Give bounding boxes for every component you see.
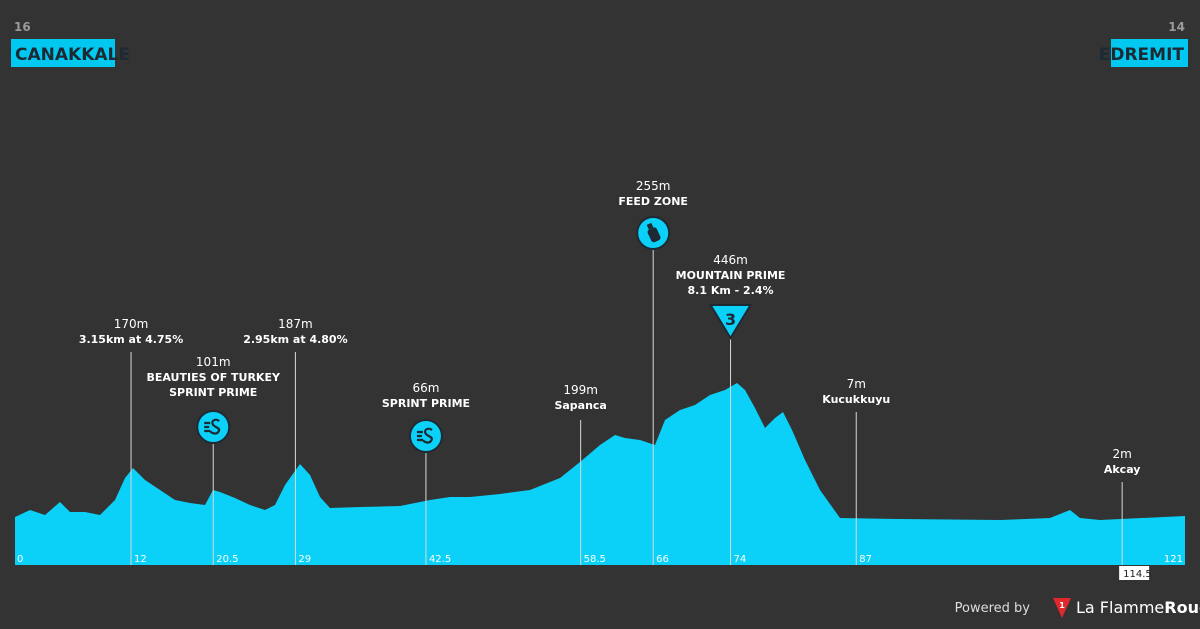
- brand-a: La Flamme: [1076, 598, 1164, 617]
- sprint-glyph: [204, 418, 221, 435]
- km-label: 58.5: [584, 554, 606, 565]
- logo-mark: [1053, 598, 1071, 618]
- marker-altitude: 446m: [713, 253, 748, 267]
- marker-altitude: 255m: [636, 179, 671, 193]
- marker-label: SPRINT PRIME: [382, 397, 470, 410]
- marker-altitude: 170m: [114, 317, 149, 331]
- finish-name: EDREMIT: [1099, 45, 1185, 65]
- bottle-cap: [646, 222, 654, 230]
- km-end: 121: [1164, 554, 1183, 565]
- km-box: [1119, 566, 1150, 580]
- marker-icon: [708, 304, 753, 340]
- marker-altitude: 2m: [1112, 447, 1131, 461]
- powered-by: Powered by: [955, 601, 1031, 616]
- sprint-glyph: [416, 427, 433, 444]
- start-number: 16: [14, 20, 31, 34]
- km-label: 42.5: [429, 554, 451, 565]
- marker-label: Akcay: [1104, 463, 1141, 476]
- elevation-profile: [15, 383, 1185, 565]
- marker-altitude: 7m: [847, 377, 866, 391]
- marker-label: BEAUTIES OF TURKEY: [146, 371, 281, 384]
- brand: La FlammeRouge: [1076, 598, 1200, 617]
- marker-label: MOUNTAIN PRIME: [676, 269, 786, 282]
- km-label: 74: [734, 554, 747, 565]
- finish-number: 14: [1168, 20, 1185, 34]
- marker-altitude: 101m: [196, 355, 231, 369]
- km-label: 87: [859, 554, 872, 565]
- brand-b: Rouge: [1164, 598, 1200, 617]
- marker-label: Sapanca: [554, 399, 606, 412]
- km-start: 0: [17, 554, 23, 565]
- marker-altitude: 187m: [278, 317, 313, 331]
- start-name: CANAKKALE: [15, 45, 130, 65]
- km-label: 66: [656, 554, 669, 565]
- km-label: 12: [134, 554, 147, 565]
- bottle-glyph: [647, 227, 661, 243]
- marker-label: 3.15km at 4.75%: [79, 333, 183, 346]
- marker-label: 2.95km at 4.80%: [243, 333, 347, 346]
- icon-label: 3: [725, 310, 736, 329]
- km-label: 114.5: [1123, 569, 1152, 580]
- km-label: 29: [298, 554, 311, 565]
- km-label: 20.5: [216, 554, 238, 565]
- start-box: [11, 39, 115, 67]
- marker-icon: [196, 410, 231, 444]
- marker-label: 8.1 Km - 2.4%: [688, 284, 774, 297]
- marker-label: FEED ZONE: [618, 195, 688, 208]
- marker-altitude: 66m: [412, 381, 439, 395]
- marker-label: Kucukkuyu: [822, 393, 890, 406]
- finish-box: [1111, 39, 1188, 67]
- marker-icon: [408, 419, 443, 453]
- marker-label: SPRINT PRIME: [169, 386, 257, 399]
- marker-altitude: 199m: [563, 383, 598, 397]
- logo-number: 1: [1059, 601, 1065, 610]
